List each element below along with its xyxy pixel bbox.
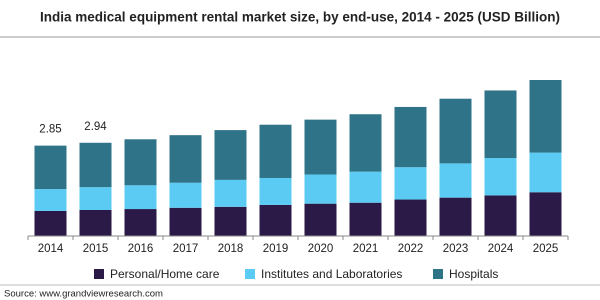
bar-segment bbox=[259, 177, 292, 205]
bar-segment bbox=[124, 185, 157, 210]
bar-segment bbox=[124, 209, 157, 236]
bar-segment bbox=[259, 204, 292, 236]
bar-segment bbox=[259, 124, 292, 178]
bar-segment bbox=[34, 145, 67, 190]
x-tick-label: 2016 bbox=[128, 243, 154, 255]
bar-segment bbox=[439, 163, 472, 198]
bar-segment bbox=[349, 171, 382, 203]
bar-segment bbox=[394, 167, 427, 200]
x-tick-label: 2025 bbox=[533, 243, 559, 255]
bar-segment bbox=[79, 142, 112, 188]
bar-segment bbox=[529, 192, 562, 236]
x-tick-label: 2018 bbox=[218, 243, 244, 255]
x-tick-label: 2015 bbox=[83, 243, 109, 255]
bar-segment bbox=[304, 174, 337, 204]
bar-segment bbox=[169, 207, 202, 236]
bar-segment bbox=[34, 210, 67, 236]
chart-title: India medical equipment rental market si… bbox=[40, 10, 560, 25]
bar-segment bbox=[34, 189, 67, 211]
legend-swatch bbox=[245, 269, 255, 279]
x-tick-label: 2023 bbox=[443, 243, 469, 255]
x-tick-label: 2021 bbox=[353, 243, 379, 255]
bar-segment bbox=[394, 106, 427, 168]
x-tick-label: 2024 bbox=[488, 243, 514, 255]
x-tick-label: 2014 bbox=[38, 243, 64, 255]
legend-label: Institutes and Laboratories bbox=[261, 267, 402, 281]
x-tick-label: 2019 bbox=[263, 243, 289, 255]
bar-segment bbox=[394, 199, 427, 236]
bar-segment bbox=[214, 179, 247, 207]
bar-segment bbox=[214, 206, 247, 236]
bar-segment bbox=[349, 202, 382, 236]
bar-segment bbox=[439, 197, 472, 236]
total-label: 2.94 bbox=[84, 121, 107, 133]
source: Source: www.grandviewresearch.com bbox=[4, 289, 163, 300]
bar-segment bbox=[79, 187, 112, 210]
bar-segment bbox=[79, 210, 112, 236]
bar-segment bbox=[484, 158, 517, 196]
legend-swatch bbox=[433, 269, 443, 279]
total-label: 2.85 bbox=[39, 124, 61, 136]
legend-label: Hospitals bbox=[449, 267, 498, 281]
legend-swatch bbox=[94, 269, 104, 279]
x-tick-label: 2020 bbox=[308, 243, 334, 255]
bar-segment bbox=[304, 203, 337, 236]
bar-segment bbox=[169, 182, 202, 208]
legend-label: Personal/Home care bbox=[110, 267, 220, 281]
bar-segment bbox=[439, 98, 472, 164]
bar-segment bbox=[484, 90, 517, 158]
bar-segment bbox=[529, 80, 562, 153]
bar-segment bbox=[169, 135, 202, 183]
bar-segment bbox=[304, 119, 337, 175]
bar-segment bbox=[349, 114, 382, 172]
bar-segment bbox=[124, 139, 157, 186]
bar-segment bbox=[214, 130, 247, 180]
x-tick-label: 2017 bbox=[173, 243, 199, 255]
x-tick-label: 2022 bbox=[398, 243, 424, 255]
bar-segment bbox=[529, 152, 562, 193]
bar-segment bbox=[484, 195, 517, 236]
